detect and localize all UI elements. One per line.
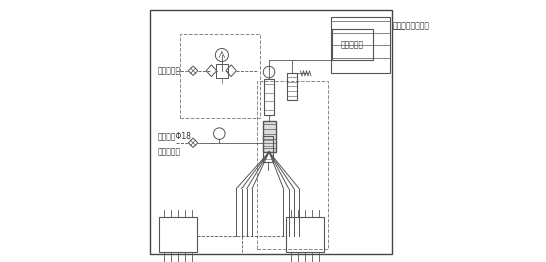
Bar — [216, 64, 228, 78]
Bar — [180, 34, 260, 118]
Bar — [263, 121, 276, 152]
Bar — [159, 217, 197, 252]
Bar — [331, 17, 390, 73]
Bar — [257, 81, 328, 249]
Text: 接压缩空气: 接压缩空气 — [158, 66, 181, 75]
Bar — [263, 136, 273, 162]
Text: 来自油气站: 来自油气站 — [158, 148, 181, 156]
Bar — [332, 29, 372, 60]
Bar — [286, 217, 324, 252]
Bar — [287, 73, 298, 100]
Bar — [264, 79, 274, 115]
Text: 接至油气站电控箱: 接至油气站电控箱 — [392, 22, 429, 31]
Text: 接线端子箱: 接线端子箱 — [341, 40, 364, 49]
Text: 接压力油Φ18: 接压力油Φ18 — [158, 132, 192, 141]
